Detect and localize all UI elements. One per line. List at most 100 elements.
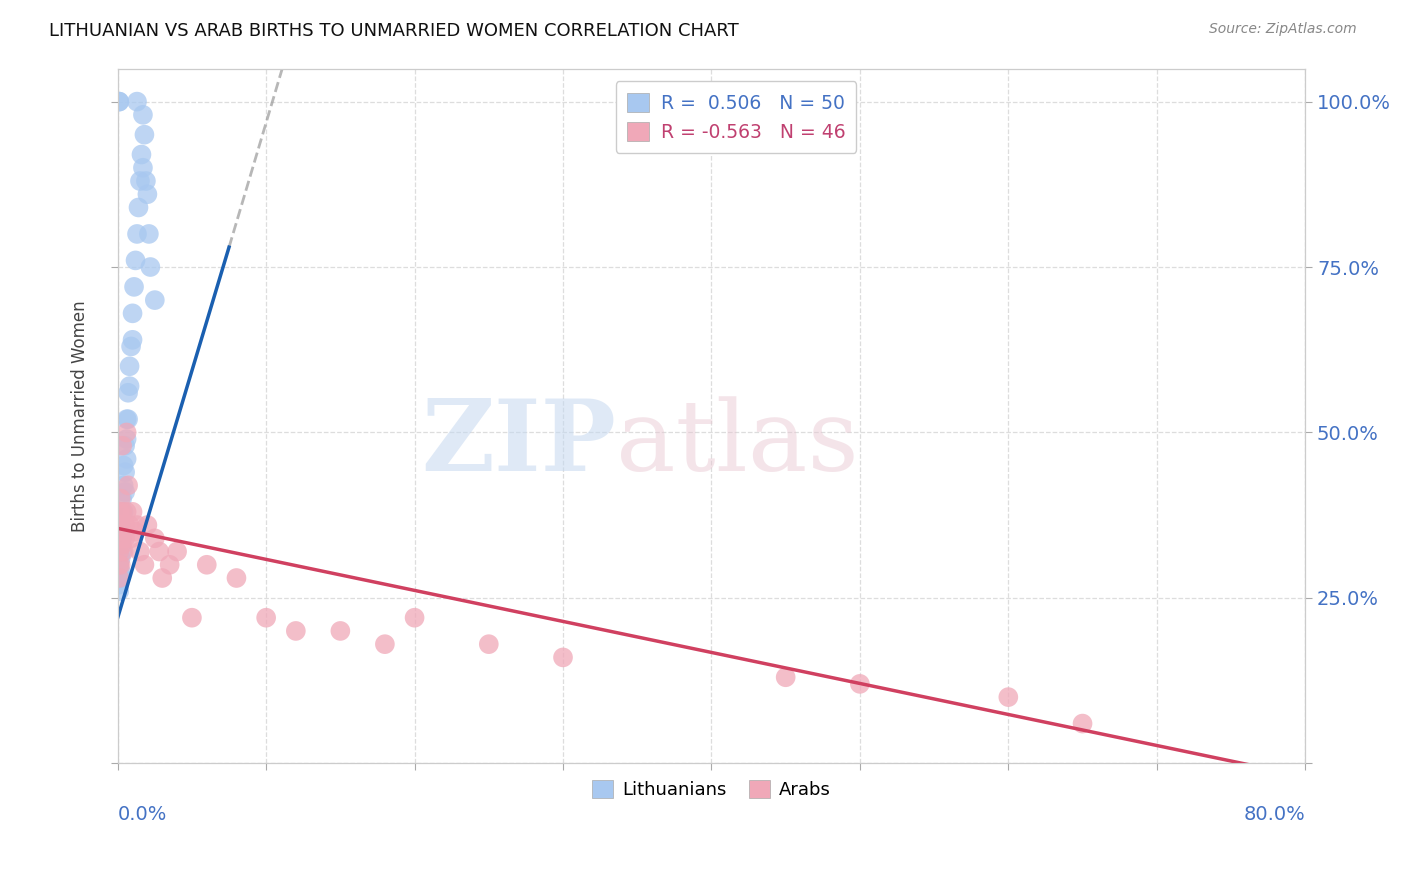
Point — [121, 505, 143, 519]
Point — [120, 531, 142, 545]
Point — [108, 584, 131, 599]
Point — [114, 531, 136, 545]
Text: 80.0%: 80.0% — [1243, 805, 1305, 824]
Point — [112, 524, 135, 539]
Text: LITHUANIAN VS ARAB BIRTHS TO UNMARRIED WOMEN CORRELATION CHART: LITHUANIAN VS ARAB BIRTHS TO UNMARRIED W… — [49, 22, 740, 40]
Point — [124, 524, 146, 539]
Point — [124, 253, 146, 268]
Point — [112, 478, 135, 492]
Text: Source: ZipAtlas.com: Source: ZipAtlas.com — [1209, 22, 1357, 37]
Point — [110, 518, 132, 533]
Point — [115, 412, 138, 426]
Point — [129, 174, 152, 188]
Point — [134, 128, 156, 142]
Point — [108, 544, 131, 558]
Point — [110, 571, 132, 585]
Point — [1071, 716, 1094, 731]
Point — [110, 518, 132, 533]
Point — [110, 538, 132, 552]
Point — [114, 465, 136, 479]
Point — [108, 95, 131, 109]
Point — [118, 359, 141, 374]
Point — [108, 565, 131, 579]
Point — [115, 432, 138, 446]
Point — [108, 558, 131, 572]
Point — [111, 544, 134, 558]
Point — [150, 571, 173, 585]
Point — [551, 650, 574, 665]
Point — [374, 637, 396, 651]
Point — [329, 624, 352, 638]
Point — [110, 524, 132, 539]
Point — [110, 531, 132, 545]
Point — [111, 531, 134, 545]
Point — [108, 95, 131, 109]
Point — [110, 558, 132, 572]
Text: ZIP: ZIP — [422, 395, 616, 492]
Point — [108, 571, 131, 585]
Point — [125, 227, 148, 241]
Point — [120, 339, 142, 353]
Point — [132, 108, 155, 122]
Point — [997, 690, 1019, 705]
Point — [136, 518, 159, 533]
Point — [143, 293, 166, 307]
Point — [108, 577, 131, 591]
Point — [254, 610, 277, 624]
Point — [115, 505, 138, 519]
Point — [121, 333, 143, 347]
Point — [122, 280, 145, 294]
Point — [112, 458, 135, 473]
Point — [138, 227, 160, 241]
Point — [110, 491, 132, 506]
Legend: Lithuanians, Arabs: Lithuanians, Arabs — [585, 772, 838, 806]
Point — [181, 610, 204, 624]
Point — [112, 505, 135, 519]
Point — [117, 412, 139, 426]
Point — [108, 524, 131, 539]
Point — [111, 505, 134, 519]
Point — [134, 558, 156, 572]
Point — [478, 637, 501, 651]
Point — [143, 531, 166, 545]
Point — [112, 544, 135, 558]
Point — [225, 571, 247, 585]
Point — [129, 544, 152, 558]
Point — [110, 551, 132, 566]
Point — [108, 571, 131, 585]
Point — [404, 610, 426, 624]
Point — [195, 558, 218, 572]
Point — [148, 544, 170, 558]
Point — [118, 518, 141, 533]
Point — [135, 174, 157, 188]
Point — [121, 306, 143, 320]
Point — [114, 485, 136, 500]
Point — [115, 425, 138, 440]
Point — [114, 518, 136, 533]
Point — [131, 147, 153, 161]
Point — [117, 478, 139, 492]
Text: 0.0%: 0.0% — [118, 805, 167, 824]
Point — [284, 624, 307, 638]
Point — [118, 379, 141, 393]
Point — [108, 505, 131, 519]
Point — [111, 538, 134, 552]
Point — [775, 670, 797, 684]
Point — [128, 201, 150, 215]
Point — [111, 439, 134, 453]
Point — [114, 439, 136, 453]
Point — [166, 544, 188, 558]
Point — [108, 558, 131, 572]
Point — [125, 518, 148, 533]
Point — [115, 451, 138, 466]
Point — [111, 505, 134, 519]
Y-axis label: Births to Unmarried Women: Births to Unmarried Women — [72, 300, 89, 532]
Point — [110, 565, 132, 579]
Point — [136, 187, 159, 202]
Point — [159, 558, 181, 572]
Point — [849, 677, 872, 691]
Point — [111, 491, 134, 506]
Point — [108, 538, 131, 552]
Point — [139, 260, 162, 274]
Point — [125, 95, 148, 109]
